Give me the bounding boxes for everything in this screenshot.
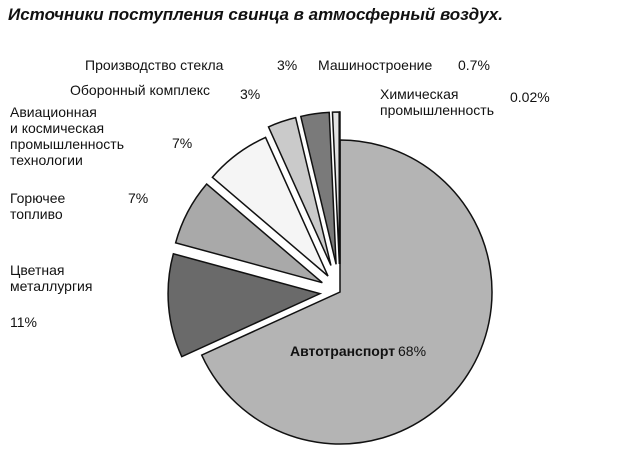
value-label: 11% (10, 314, 37, 330)
slice-label: Цветная металлургия (10, 262, 92, 294)
pie-slice (200, 139, 493, 445)
slice-label: Авиационная и космическая промышленность те… (10, 104, 124, 168)
slice-label: Автотранспорт (290, 343, 395, 359)
value-label: 7% (172, 135, 192, 151)
value-label: 0.02% (510, 89, 550, 105)
pie-slice (174, 182, 323, 284)
value-label: 0.7% (458, 57, 490, 73)
value-label: 68% (398, 343, 426, 359)
pie-slice (299, 111, 337, 265)
pie-slice (211, 136, 329, 277)
pie-slice (267, 116, 332, 266)
slice-label: Химическая промышленность (380, 86, 494, 118)
value-label: 3% (277, 57, 297, 73)
value-label: 7% (128, 190, 148, 206)
pie-slice (167, 252, 323, 358)
slice-label: Производство стекла (85, 57, 224, 73)
value-label: 3% (240, 86, 260, 102)
slice-label: Машиностроение (318, 57, 432, 73)
slice-label: Горючее топливо (10, 190, 65, 222)
chart-title: Источники поступления свинца в атмосферн… (8, 5, 503, 24)
slice-label: Оборонный комплекс (70, 82, 210, 98)
